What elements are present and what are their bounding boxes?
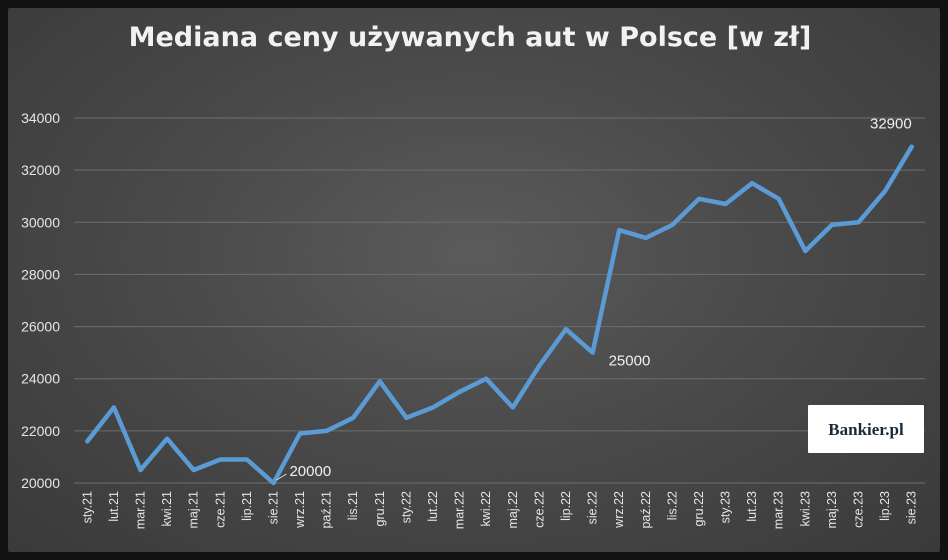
- x-tick-label: lip.21: [240, 491, 254, 521]
- x-tick-label: sty.21: [80, 491, 94, 523]
- x-tick-label: cze.22: [532, 491, 546, 528]
- x-tick-label: sie.22: [586, 491, 600, 524]
- series-line: [85, 144, 914, 486]
- data-label: 25000: [609, 353, 651, 370]
- x-tick-label: kwi.22: [479, 491, 493, 526]
- y-tick-label: 34000: [21, 110, 60, 126]
- y-tick-label: 28000: [21, 266, 60, 282]
- x-axis-ticks: sty.21 lut.21 mar.21 kwi.21 maj.21 cze.21 lip.…: [80, 491, 918, 529]
- x-tick-label: mar.22: [453, 491, 467, 529]
- x-tick-label: sty.23: [719, 491, 733, 523]
- data-labels: 20000 25000 32900: [276, 116, 912, 481]
- y-tick-label: 30000: [21, 214, 60, 230]
- watermark-badge: Bankier.pl: [808, 405, 924, 453]
- x-tick-label: cze.23: [852, 491, 866, 528]
- y-tick-label: 24000: [21, 371, 60, 387]
- y-axis-ticks: 20000 22000 24000 26000 28000 30000 32000 34000: [21, 110, 60, 491]
- x-tick-label: wrz.22: [612, 491, 626, 529]
- x-tick-label: sie.23: [905, 491, 919, 524]
- x-tick-label: cze.21: [213, 491, 227, 528]
- x-tick-label: mar.21: [133, 491, 147, 529]
- x-tick-label: maj.23: [825, 491, 839, 529]
- data-label: 32900: [870, 116, 912, 133]
- x-tick-label: lip.22: [559, 491, 573, 521]
- series-lines: [85, 144, 914, 486]
- x-tick-label: sty.22: [399, 491, 413, 523]
- x-tick-label: sie.21: [266, 491, 280, 524]
- y-tick-label: 32000: [21, 162, 60, 178]
- y-tick-label: 26000: [21, 319, 60, 335]
- x-tick-label: paź.21: [320, 491, 334, 529]
- x-tick-label: lut.22: [426, 491, 440, 522]
- y-tick-label: 22000: [21, 423, 60, 439]
- x-tick-label: maj.22: [506, 491, 520, 529]
- y-tick-label: 20000: [21, 475, 60, 491]
- chart-title: Mediana ceny używanych aut w Polsce [w z…: [129, 22, 812, 53]
- data-label-leader: [276, 473, 287, 481]
- x-tick-label: lis.22: [665, 491, 679, 520]
- x-tick-label: mar.23: [772, 491, 786, 529]
- x-tick-label: paź.22: [639, 491, 653, 529]
- x-tick-label: wrz.21: [293, 491, 307, 529]
- x-tick-label: lis.21: [346, 491, 360, 520]
- grid-lines: [74, 117, 925, 484]
- x-tick-label: maj.21: [187, 491, 201, 529]
- x-tick-label: kwi.23: [798, 491, 812, 526]
- data-label: 20000: [289, 463, 331, 480]
- x-tick-label: gru.21: [373, 491, 387, 526]
- x-tick-label: gru.22: [692, 491, 706, 526]
- watermark-box: [808, 405, 924, 453]
- x-tick-label: lip.23: [878, 491, 892, 521]
- chart-panel: [8, 8, 940, 552]
- x-tick-label: kwi.21: [160, 491, 174, 526]
- watermark-text: Bankier.pl: [828, 420, 904, 439]
- x-tick-label: lut.23: [745, 491, 759, 522]
- x-tick-label: lut.21: [107, 491, 121, 522]
